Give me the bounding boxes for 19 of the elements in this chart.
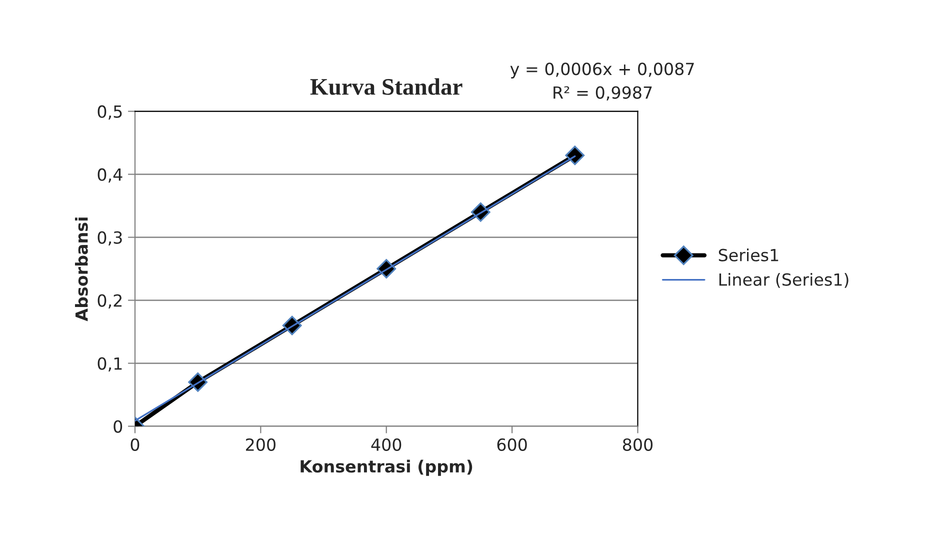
x-tick-label: 0	[130, 438, 140, 451]
y-tick-label: 0	[114, 420, 122, 433]
y-tick-label: 0,4	[98, 168, 122, 183]
x-tick-label: 600	[497, 438, 527, 451]
y-tick-label: 0,3	[98, 231, 122, 246]
x-tick-label: 400	[371, 438, 402, 451]
chart-title: Kurva Standar	[310, 78, 462, 95]
point	[565, 146, 585, 166]
x-tick-label: 800	[622, 438, 653, 451]
y-axis-title: Absorbansi	[75, 218, 88, 322]
text: y = 0,0006x + 0,0087	[510, 62, 694, 78]
text: R² = 0,9987	[554, 86, 652, 101]
legend-label: Series1	[718, 248, 778, 262]
y-tick-label: 0,5	[98, 105, 122, 120]
y-tick-label: 0,1	[98, 357, 122, 372]
y-tick-label: 0,2	[98, 294, 122, 309]
x-axis-title: Konsentrasi (ppm)	[300, 460, 472, 476]
x-tick-label: 200	[246, 438, 276, 451]
legend-label: Linear (Series1)	[719, 272, 848, 288]
